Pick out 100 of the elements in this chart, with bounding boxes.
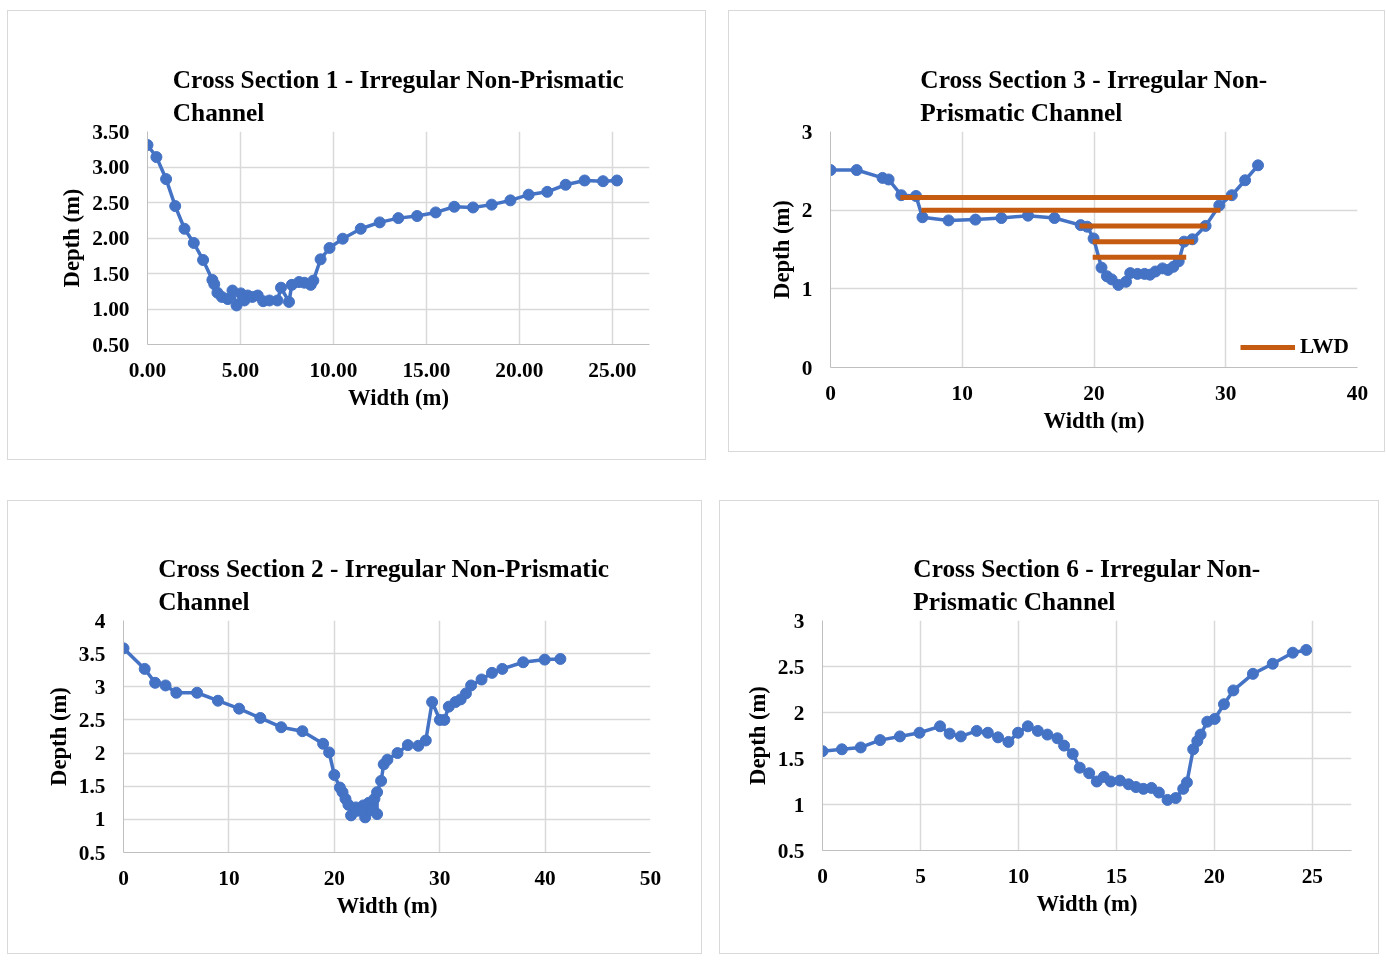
x-tick-label: 25.00 bbox=[588, 357, 637, 382]
point bbox=[336, 232, 349, 245]
point bbox=[943, 727, 956, 740]
y-tick-label: 0.50 bbox=[92, 332, 130, 357]
point bbox=[254, 711, 267, 724]
y-tick-label: 3.5 bbox=[78, 641, 106, 666]
y-tick-label: 0.5 bbox=[78, 840, 106, 865]
point bbox=[1300, 643, 1313, 656]
x-tick-label: 50 bbox=[639, 865, 662, 890]
point bbox=[1152, 786, 1165, 799]
y-tick-label: 2.5 bbox=[78, 707, 106, 732]
x-tick-label: 10 bbox=[951, 380, 973, 405]
point bbox=[178, 222, 191, 235]
point bbox=[160, 173, 173, 186]
point bbox=[1002, 735, 1015, 748]
point bbox=[448, 200, 461, 213]
x-axis-title: Width (m) bbox=[1036, 890, 1138, 916]
point bbox=[981, 726, 994, 739]
x-tick-label: 40 bbox=[534, 865, 556, 890]
point bbox=[233, 702, 246, 715]
point bbox=[1169, 792, 1182, 805]
point bbox=[375, 774, 388, 787]
point bbox=[942, 214, 955, 227]
point bbox=[496, 662, 509, 675]
point bbox=[538, 653, 551, 666]
point bbox=[373, 216, 386, 229]
point bbox=[475, 673, 488, 686]
point bbox=[610, 174, 623, 187]
point bbox=[371, 808, 384, 821]
point bbox=[138, 662, 151, 675]
point bbox=[597, 175, 610, 188]
y-tick-label: 1 bbox=[801, 276, 813, 301]
x-tick-label: 5 bbox=[915, 863, 926, 888]
point bbox=[970, 724, 983, 737]
point bbox=[1246, 667, 1259, 680]
y-tick-label: 3 bbox=[801, 119, 813, 144]
x-axis-title: Width (m) bbox=[336, 892, 438, 918]
point bbox=[467, 201, 480, 214]
point bbox=[1051, 732, 1064, 745]
point bbox=[517, 656, 530, 669]
chart-title: Cross Section 2 - Irregular Non-Prismatic Channel bbox=[158, 553, 610, 616]
point bbox=[426, 696, 439, 709]
y-tick-label: 3 bbox=[94, 674, 106, 699]
point bbox=[401, 739, 414, 752]
x-tick-label: 20.00 bbox=[495, 357, 544, 382]
point bbox=[323, 746, 336, 759]
point bbox=[1031, 724, 1044, 737]
point bbox=[541, 185, 554, 198]
point bbox=[1194, 728, 1207, 741]
point bbox=[170, 686, 183, 699]
point bbox=[211, 694, 224, 707]
y-tick-label: 1 bbox=[793, 792, 805, 817]
point bbox=[187, 236, 200, 249]
y-tick-label: 2.5 bbox=[777, 654, 805, 679]
point bbox=[169, 200, 182, 213]
y-axis-title: Depth (m) bbox=[744, 686, 770, 785]
x-axis-title: Width (m) bbox=[1043, 407, 1145, 433]
point bbox=[274, 281, 287, 294]
point bbox=[1048, 212, 1061, 225]
point bbox=[1217, 698, 1230, 711]
point bbox=[197, 254, 210, 266]
point bbox=[392, 212, 405, 225]
point bbox=[1012, 726, 1025, 739]
point bbox=[504, 194, 517, 207]
point bbox=[850, 164, 863, 177]
x-tick-label: 40 bbox=[1346, 380, 1369, 405]
point bbox=[969, 213, 982, 226]
point bbox=[1095, 261, 1108, 274]
point bbox=[934, 720, 947, 733]
y-tick-label: 4 bbox=[94, 608, 106, 633]
point bbox=[954, 730, 967, 743]
point bbox=[874, 734, 887, 747]
point bbox=[159, 679, 172, 692]
y-tick-label: 2 bbox=[801, 198, 813, 223]
point bbox=[1239, 174, 1252, 187]
x-axis-title: Width (m) bbox=[348, 384, 449, 410]
point bbox=[411, 210, 424, 222]
point bbox=[485, 666, 498, 679]
x-tick-label: 10.00 bbox=[309, 357, 358, 382]
y-tick-label: 2 bbox=[94, 741, 106, 766]
point bbox=[465, 679, 478, 692]
point bbox=[1066, 747, 1079, 760]
point bbox=[359, 811, 372, 824]
y-tick-label: 0.5 bbox=[777, 838, 805, 863]
point bbox=[149, 676, 162, 689]
point bbox=[459, 687, 472, 700]
point bbox=[1286, 646, 1299, 659]
point bbox=[485, 198, 498, 211]
x-tick-label: 0 bbox=[825, 380, 836, 405]
point bbox=[371, 786, 384, 799]
point bbox=[522, 188, 535, 201]
chart-title: Cross Section 6 - Irregular Non-Prismatic Channel bbox=[913, 553, 1261, 616]
point bbox=[992, 731, 1005, 744]
point bbox=[191, 686, 204, 699]
x-tick-label: 20 bbox=[1083, 380, 1105, 405]
x-tick-label: 30 bbox=[1215, 380, 1237, 405]
point bbox=[1083, 767, 1096, 780]
x-tick-label: 5.00 bbox=[221, 357, 260, 382]
y-tick-label: 1 bbox=[94, 807, 106, 832]
point bbox=[1041, 728, 1054, 741]
